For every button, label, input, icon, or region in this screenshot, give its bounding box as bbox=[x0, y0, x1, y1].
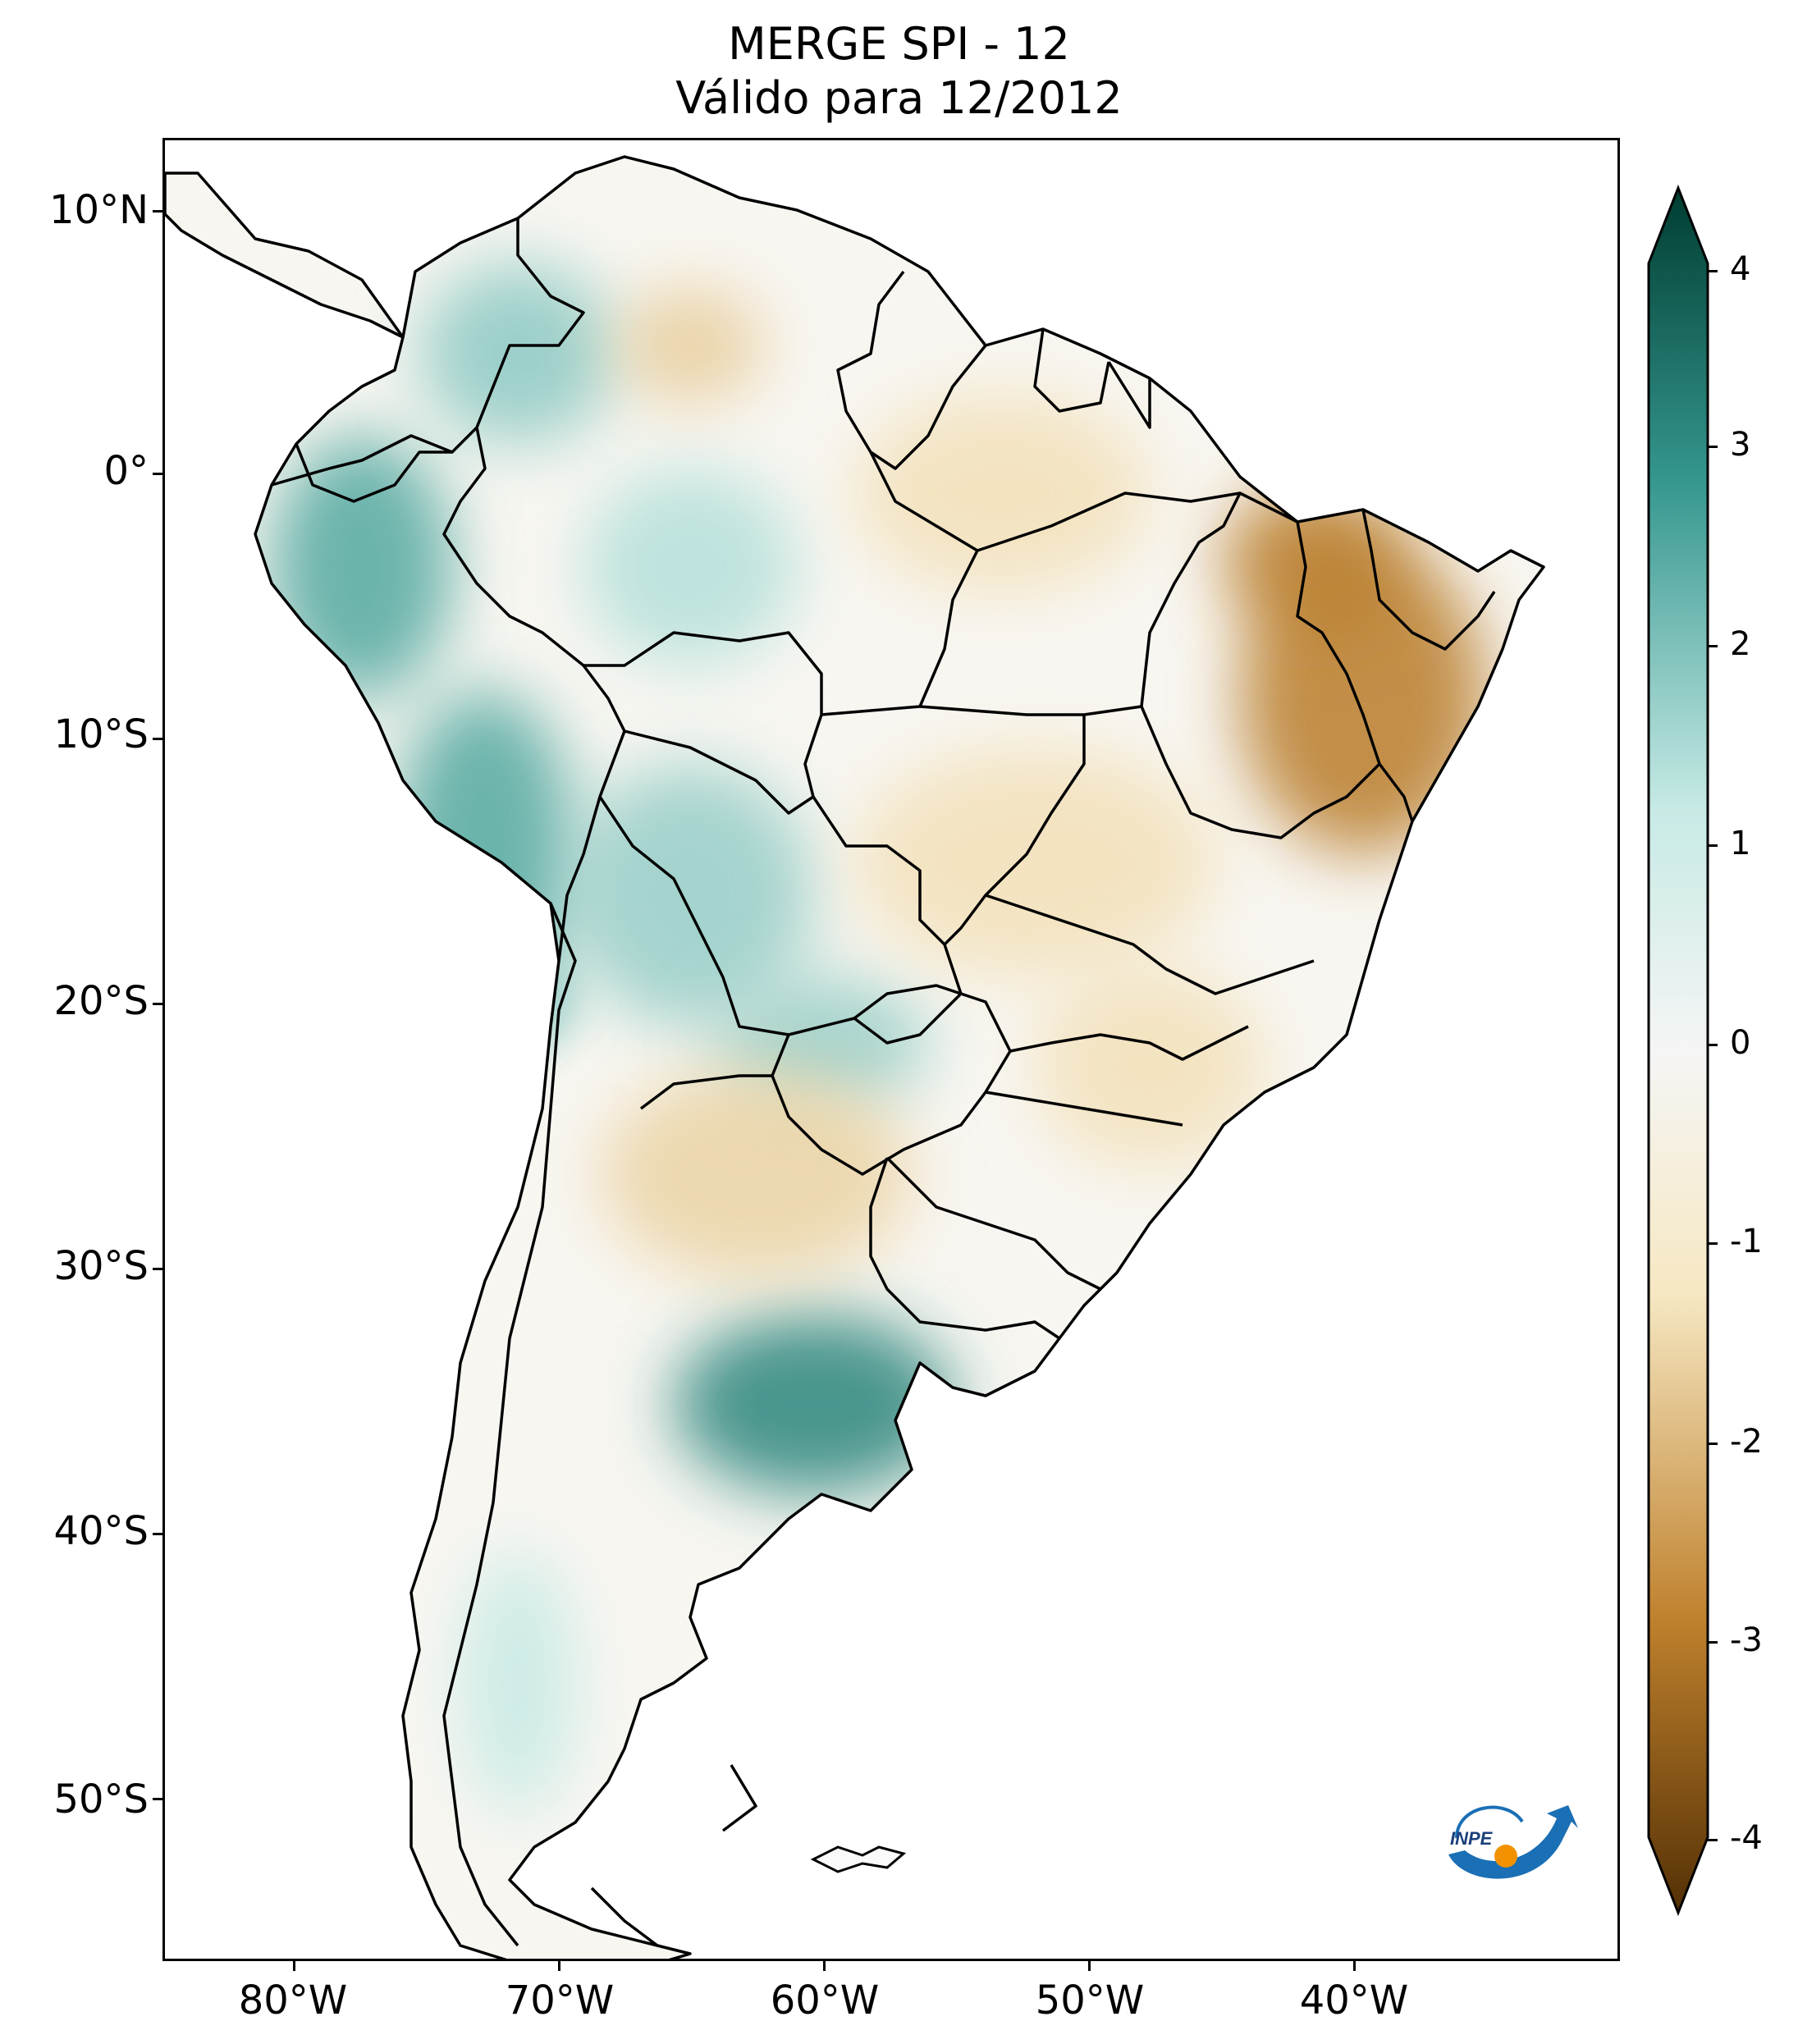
anomaly-pampas-wet bbox=[674, 1314, 953, 1494]
anomaly-guiana-dry bbox=[616, 288, 764, 403]
colorbar-label-0: 0 bbox=[1730, 1024, 1751, 1062]
anomaly-southern-brazil-dry bbox=[1035, 969, 1265, 1166]
border-falklands-approx bbox=[721, 1764, 757, 1832]
border-brazil-bolivia bbox=[583, 631, 963, 995]
lon-tick bbox=[1088, 1961, 1091, 1971]
lon-tick bbox=[823, 1961, 826, 1971]
lat-label-10n: 10°N bbox=[49, 187, 149, 233]
border-guiana-venezuela bbox=[836, 270, 987, 470]
border-brazil-state-ce-pi bbox=[1361, 509, 1496, 651]
border-bolivia-paraguay bbox=[598, 796, 963, 1045]
colorbar-label-3: 3 bbox=[1730, 426, 1751, 464]
logo-text: INPE bbox=[1450, 1828, 1494, 1849]
border-argentina-north bbox=[639, 1074, 772, 1110]
lat-tick bbox=[153, 738, 162, 740]
coastline bbox=[165, 155, 1545, 1959]
border-colombia bbox=[271, 218, 585, 487]
border-uruguay bbox=[869, 1157, 1060, 1340]
colorbar-label-neg3: -3 bbox=[1730, 1621, 1763, 1659]
lat-tick bbox=[153, 210, 162, 213]
colorbar bbox=[1645, 184, 1711, 1917]
lon-tick bbox=[1353, 1961, 1356, 1971]
anomaly-southern-chile-wet bbox=[460, 1552, 575, 1814]
border-brazil-state-north bbox=[977, 492, 1241, 552]
border-brazil-state-mt-north bbox=[919, 705, 1142, 716]
anomaly-ecuador-wet bbox=[272, 436, 452, 698]
border-brazil-state-sc bbox=[985, 1091, 1183, 1127]
lon-label-80w: 80°W bbox=[238, 1978, 348, 2023]
lon-label-60w: 60°W bbox=[770, 1978, 880, 2023]
inpe-logo-icon: INPE bbox=[1440, 1789, 1584, 1887]
falkland-islands bbox=[810, 1845, 907, 1873]
anomaly-amazon-wet bbox=[583, 469, 797, 665]
border-brazil-state-sp-mg bbox=[985, 894, 1315, 995]
anomaly-peru-andes-wet bbox=[395, 690, 575, 1018]
lat-tick bbox=[153, 1533, 162, 1535]
border-peru-bolivia bbox=[442, 427, 626, 962]
lat-label-20s: 20°S bbox=[53, 978, 149, 1024]
colorbar-tick bbox=[1708, 270, 1718, 272]
colorbar-tick bbox=[1708, 446, 1718, 448]
border-paraguay bbox=[771, 984, 1012, 1176]
logo-swoosh bbox=[1448, 1805, 1578, 1879]
lat-label-50s: 50°S bbox=[53, 1776, 149, 1822]
border-french-guiana bbox=[1107, 361, 1151, 429]
anomaly-amazon-dry bbox=[854, 395, 1150, 592]
map-panel bbox=[162, 138, 1620, 1961]
lat-tick bbox=[153, 1798, 162, 1800]
lon-label-40w: 40°W bbox=[1299, 1978, 1409, 2023]
lat-label-10s: 10°S bbox=[53, 711, 149, 757]
lat-label-30s: 30°S bbox=[53, 1243, 149, 1289]
colorbar-tick bbox=[1708, 645, 1718, 647]
colorbar-label-neg4: -4 bbox=[1730, 1819, 1763, 1857]
anomaly-northern-argentina-dry bbox=[600, 1068, 912, 1281]
border-brazil-state-to bbox=[1140, 492, 1298, 707]
lat-label-0: 0° bbox=[103, 448, 149, 494]
map-title-line-1: MERGE SPI - 12 bbox=[728, 18, 1070, 70]
political-borders bbox=[271, 218, 1496, 1947]
border-guyana-suriname bbox=[1033, 328, 1110, 413]
colorbar-label-2: 2 bbox=[1730, 625, 1751, 663]
logo-orbit-arc bbox=[1455, 1805, 1524, 1839]
lon-label-70w: 70°W bbox=[505, 1978, 615, 2023]
anomaly-central-brazil-dry bbox=[854, 748, 1215, 977]
lon-tick bbox=[293, 1961, 295, 1971]
border-brazil-state-am-pa bbox=[821, 451, 979, 716]
border-chile-argentina bbox=[442, 903, 577, 1947]
colorbar-label-1: 1 bbox=[1730, 825, 1751, 862]
colorbar-tick bbox=[1708, 1443, 1718, 1445]
border-bolivia-north bbox=[624, 729, 814, 815]
anomaly-northeast-brazil-drought-north bbox=[1224, 485, 1404, 633]
colorbar-label-neg1: -1 bbox=[1730, 1223, 1763, 1260]
colorbar-bar bbox=[1647, 184, 1709, 1917]
colorbar-tick bbox=[1708, 844, 1718, 847]
border-brazil-state-ms bbox=[943, 715, 1086, 946]
colorbar-tick bbox=[1708, 1839, 1718, 1841]
lon-label-50w: 50°W bbox=[1035, 1978, 1145, 2023]
colorbar-tick bbox=[1708, 1641, 1718, 1644]
border-brazil-state-pr bbox=[1009, 1025, 1249, 1061]
spi-map bbox=[165, 155, 1545, 1959]
border-brazil-state-go-mg bbox=[1140, 706, 1381, 839]
colorbar-tick bbox=[1708, 1242, 1718, 1245]
border-ecuador bbox=[295, 443, 452, 503]
lat-tick bbox=[153, 1003, 162, 1005]
map-title-line-2: Válido para 12/2012 bbox=[675, 72, 1123, 124]
lat-label-40s: 40°S bbox=[53, 1508, 149, 1554]
border-brazil-state-ba bbox=[1296, 521, 1414, 822]
colorbar-label-neg2: -2 bbox=[1730, 1423, 1763, 1461]
colorbar-label-4: 4 bbox=[1730, 250, 1751, 288]
logo-sun bbox=[1494, 1845, 1517, 1868]
anomaly-colombia-venezuela-wet bbox=[419, 263, 616, 444]
border-tierra-del-fuego bbox=[590, 1886, 659, 1947]
lat-tick bbox=[153, 1268, 162, 1270]
lat-tick bbox=[153, 473, 162, 475]
anomaly-bolivia-paraguay-wet bbox=[567, 764, 813, 1027]
colorbar-graphic bbox=[1647, 184, 1709, 1917]
lon-tick bbox=[558, 1961, 560, 1971]
border-brazil-uruguay bbox=[885, 1156, 1101, 1291]
colorbar-tick bbox=[1708, 1044, 1718, 1046]
